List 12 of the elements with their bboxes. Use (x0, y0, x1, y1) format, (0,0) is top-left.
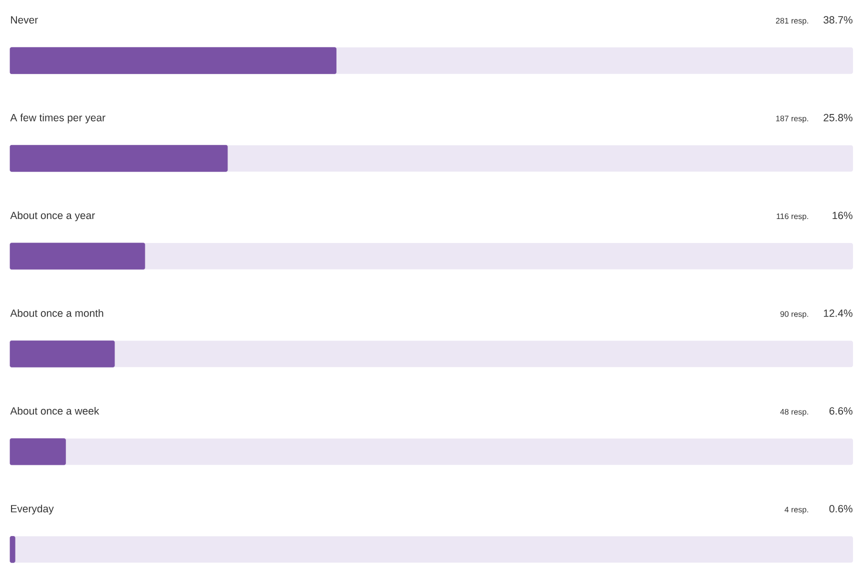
y-tick-label: Never (11, 16, 38, 24)
data-label: 16% (832, 212, 852, 220)
y-tick-label: A few times per year (10, 114, 106, 124)
y-tick-label: About once a week (10, 406, 100, 415)
y-tick-label: About once a month (10, 309, 104, 317)
data-label: 25.8% (824, 114, 852, 122)
data-label: 6.6% (830, 407, 852, 415)
data-label: 38.7% (824, 16, 852, 24)
y-tick-label: About once a year (10, 211, 95, 222)
data-label: 0.6% (829, 505, 852, 512)
data-label: 12.4% (824, 309, 852, 317)
y-tick-label: Everyday (11, 504, 54, 514)
